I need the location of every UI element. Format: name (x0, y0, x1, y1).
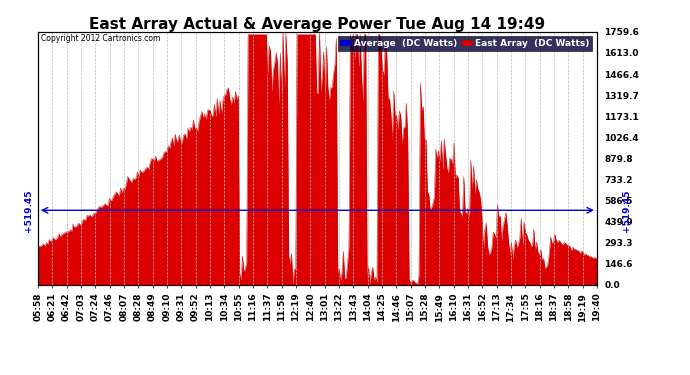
Text: +519.45: +519.45 (622, 189, 631, 231)
Text: Copyright 2012 Cartronics.com: Copyright 2012 Cartronics.com (41, 34, 160, 44)
Legend: Average  (DC Watts), East Array  (DC Watts): Average (DC Watts), East Array (DC Watts… (337, 36, 592, 51)
Title: East Array Actual & Average Power Tue Aug 14 19:49: East Array Actual & Average Power Tue Au… (89, 17, 546, 32)
